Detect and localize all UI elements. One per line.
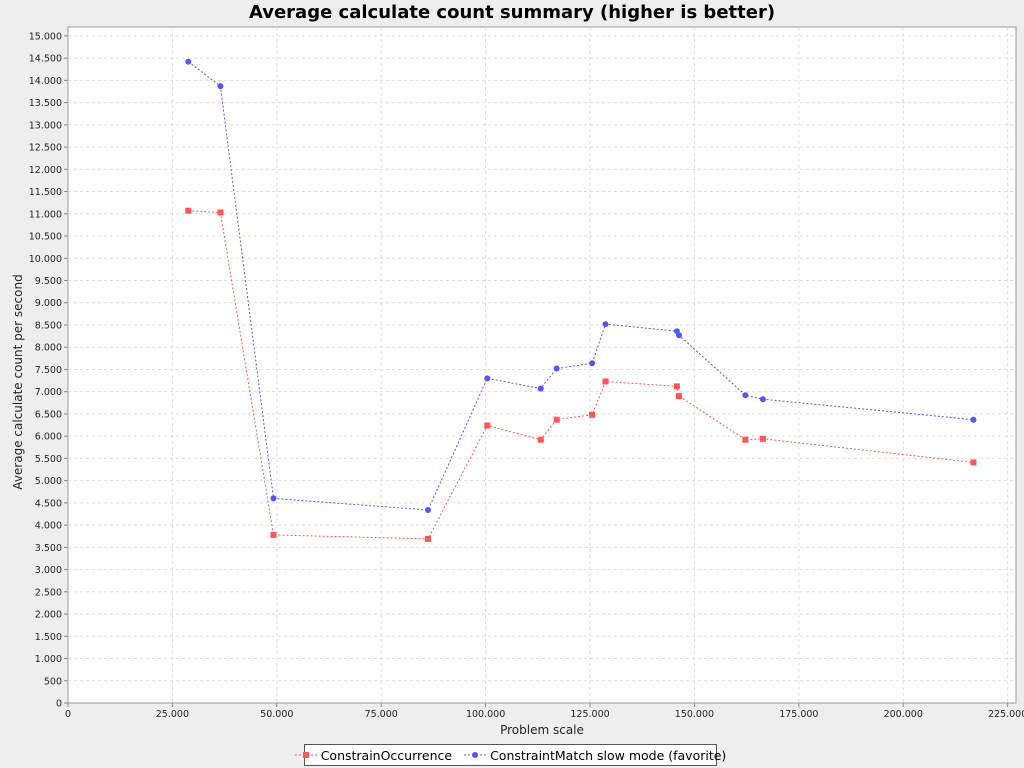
- data-point-square: [270, 531, 277, 538]
- legend: ConstrainOccurrence ConstraintMatch slow…: [294, 744, 726, 766]
- legend-square-marker-icon: [294, 752, 317, 758]
- x-tick-label: 175.000: [779, 709, 818, 720]
- data-point-circle: [424, 506, 431, 513]
- x-tick-label: 100.000: [466, 709, 505, 720]
- legend-label: ConstraintMatch slow mode (favorite): [490, 747, 727, 763]
- x-tick-label: 200.000: [884, 709, 923, 720]
- data-point-circle: [602, 321, 609, 328]
- x-tick-label: 0: [65, 709, 71, 720]
- data-point-square: [484, 422, 491, 429]
- x-tick-label: 75.000: [365, 709, 398, 720]
- y-tick-label: 4.500: [35, 498, 62, 509]
- data-point-square: [602, 378, 609, 385]
- plot-area: [67, 26, 1017, 704]
- data-point-square: [185, 207, 192, 214]
- y-tick-label: 2.000: [35, 610, 62, 621]
- legend-item-constrainoccurrence: ConstrainOccurrence: [294, 747, 453, 763]
- y-tick-label: 13.500: [29, 98, 62, 109]
- x-tick-label: 25.000: [156, 709, 189, 720]
- y-tick-label: 7.000: [35, 387, 62, 398]
- y-tick-label: 7.500: [35, 365, 62, 376]
- y-tick-label: 14.000: [29, 76, 62, 87]
- y-tick-label: 9.000: [35, 298, 62, 309]
- grid: [68, 27, 1016, 703]
- data-point-square: [217, 209, 224, 216]
- y-tick-label: 4.000: [35, 521, 62, 532]
- chart-title: Average calculate count summary (higher …: [249, 2, 775, 23]
- y-tick-label: 8.000: [35, 343, 62, 354]
- legend-circle-marker-icon: [464, 752, 487, 758]
- y-tick-label: 15.000: [29, 31, 62, 42]
- data-point-circle: [970, 416, 977, 423]
- y-tick-label: 8.500: [35, 320, 62, 331]
- data-point-square: [675, 393, 682, 400]
- x-tick-label: 225.000: [988, 709, 1024, 720]
- y-tick-label: 13.000: [29, 120, 62, 131]
- y-tick-label: 12.500: [29, 143, 62, 154]
- x-tick-label: 50.000: [260, 709, 293, 720]
- series-line-0: [188, 210, 974, 540]
- data-point-square: [589, 411, 596, 418]
- y-tick-label: 6.500: [35, 409, 62, 420]
- data-point-circle: [185, 58, 192, 65]
- y-tick-label: 11.000: [29, 209, 62, 220]
- y-tick-label: 1.000: [35, 654, 62, 665]
- y-tick-label: 10.500: [29, 232, 62, 243]
- data-point-square: [759, 435, 766, 442]
- y-tick-label: 9.500: [35, 276, 62, 287]
- data-point-square: [742, 436, 749, 443]
- y-tick-label: 1.500: [35, 632, 62, 643]
- x-axis-label: Problem scale: [500, 723, 584, 737]
- series: [185, 58, 977, 542]
- data-point-circle: [553, 365, 560, 372]
- y-tick-label: 500: [44, 676, 62, 687]
- data-point-circle: [217, 83, 224, 90]
- data-point-circle: [675, 332, 682, 339]
- y-tick-label: 6.000: [35, 432, 62, 443]
- y-tick-label: 12.000: [29, 165, 62, 176]
- data-point-square: [970, 459, 977, 466]
- legend-label: ConstrainOccurrence: [320, 747, 453, 763]
- series-line-1: [187, 61, 974, 511]
- y-tick-label: 11.500: [29, 187, 62, 198]
- data-point-circle: [537, 385, 544, 392]
- y-axis-label: Average calculate count per second: [11, 274, 25, 489]
- chart: Average calculate count summary (higher …: [11, 2, 1024, 737]
- x-tick-label: 125.000: [570, 709, 609, 720]
- data-point-square: [553, 416, 560, 423]
- axes: 0 500 1.000 1.500 2.000 2.500 3.000 3.500 4.000 4…: [29, 31, 1024, 720]
- data-point-circle: [484, 375, 491, 382]
- y-tick-label: 5.000: [35, 476, 62, 487]
- y-tick-label: 0: [56, 699, 62, 710]
- data-point-square: [673, 383, 680, 390]
- y-tick-label: 10.000: [29, 254, 62, 265]
- y-tick-label: 3.000: [35, 565, 62, 576]
- x-tick-label: 150.000: [675, 709, 714, 720]
- data-point-circle: [759, 396, 766, 403]
- data-point-circle: [742, 392, 749, 399]
- data-point-circle: [589, 360, 596, 367]
- y-tick-label: 5.500: [35, 454, 62, 465]
- data-point-circle: [270, 495, 277, 502]
- y-tick-label: 2.500: [35, 587, 62, 598]
- data-point-square: [537, 436, 544, 443]
- y-tick-label: 14.500: [29, 54, 62, 65]
- legend-item-constraintmatch: ConstraintMatch slow mode (favorite): [464, 748, 726, 763]
- y-tick-label: 3.500: [35, 543, 62, 554]
- data-point-square: [424, 535, 431, 542]
